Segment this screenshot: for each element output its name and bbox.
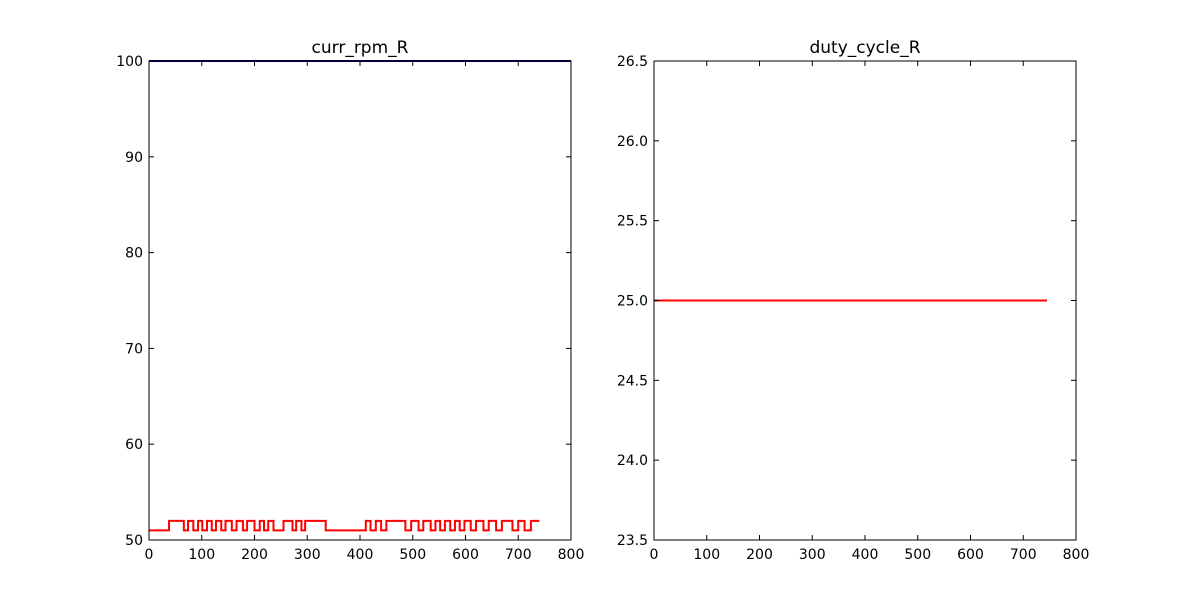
y-tick-label-duty: 24.5 (617, 373, 648, 389)
x-tick-label-duty: 0 (650, 547, 659, 563)
x-tick-label-duty: 800 (1063, 547, 1090, 563)
y-tick-label-duty: 25.5 (617, 214, 648, 230)
x-tick-label-duty: 600 (957, 547, 984, 563)
x-tick-label-rpm: 500 (399, 547, 426, 563)
y-tick-label-rpm: 80 (125, 246, 143, 262)
x-tick-label-rpm: 200 (241, 547, 268, 563)
series-line-rpm-0 (149, 519, 540, 532)
y-tick-label-duty: 26.0 (617, 134, 648, 150)
x-tick-label-rpm: 800 (558, 547, 585, 563)
x-tick-label-duty: 100 (693, 547, 720, 563)
y-tick-label-rpm: 90 (125, 150, 143, 166)
x-tick-label-rpm: 100 (188, 547, 215, 563)
plot-area-rpm (149, 61, 571, 540)
chart-title-duty: duty_cycle_R (809, 38, 920, 58)
y-tick-label-duty: 24.0 (617, 453, 648, 469)
chart-rpm: 0 100 200 300 400 500 600 700 800 50 60 70 80 90 100 cu… (116, 38, 584, 563)
x-tick-label-duty: 300 (799, 547, 826, 563)
y-tick-label-duty: 23.5 (617, 533, 648, 549)
x-tick-label-duty: 200 (746, 547, 773, 563)
x-tick-label-duty: 400 (852, 547, 879, 563)
y-tick-label-rpm: 100 (116, 54, 143, 70)
x-tick-label-rpm: 0 (145, 547, 154, 563)
x-tick-label-rpm: 700 (505, 547, 532, 563)
y-tick-label-rpm: 50 (125, 533, 143, 549)
y-tick-label-rpm: 60 (125, 437, 143, 453)
x-tick-label-rpm: 400 (347, 547, 374, 563)
y-tick-label-rpm: 70 (125, 341, 143, 357)
y-tick-label-duty: 25.0 (617, 294, 648, 310)
chart-title-rpm: curr_rpm_R (312, 38, 409, 58)
x-tick-label-rpm: 300 (294, 547, 321, 563)
x-tick-label-duty: 500 (904, 547, 931, 563)
x-tick-label-rpm: 600 (452, 547, 479, 563)
y-tick-label-duty: 26.5 (617, 54, 648, 70)
x-tick-label-duty: 700 (1010, 547, 1037, 563)
chart-duty: 0 100 200 300 400 500 600 700 800 23.5 24.0 24.5 25.… (617, 38, 1090, 563)
